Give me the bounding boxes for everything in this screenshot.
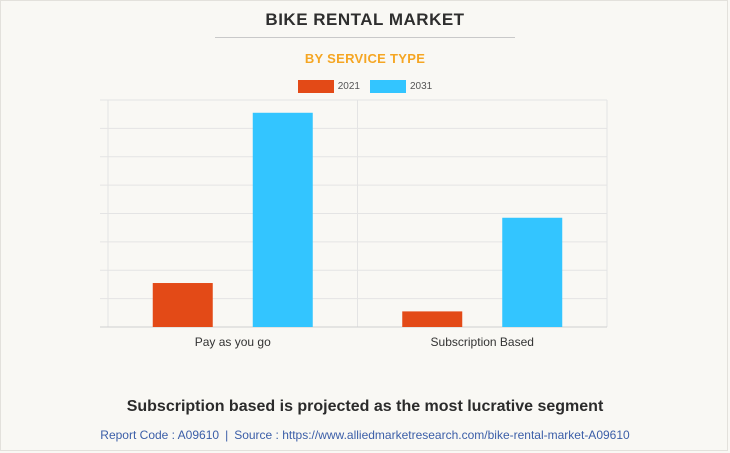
bar-2031 xyxy=(502,217,563,327)
legend-item-2021: 2021 xyxy=(297,80,360,93)
x-tick-label: Pay as you go xyxy=(195,335,271,349)
source-link[interactable]: Source : https://www.alliedmarketresearc… xyxy=(234,428,630,442)
legend-item-2031: 2031 xyxy=(370,80,432,93)
bar-2031 xyxy=(252,112,313,327)
x-tick-label: Subscription Based xyxy=(431,335,534,349)
footer-separator: | xyxy=(225,428,229,442)
chart-title: BIKE RENTAL MARKET xyxy=(265,10,465,29)
legend-swatch-2031 xyxy=(370,80,406,93)
bar-2021 xyxy=(152,283,213,327)
chart-legend: 2021 2031 xyxy=(0,80,730,93)
legend-label-2021: 2021 xyxy=(337,81,360,92)
footer: Report Code : A09610 | Source : https://ww… xyxy=(0,428,730,442)
legend-swatch-2021 xyxy=(297,80,334,93)
headline-text: Subscription based is projected as the m… xyxy=(126,398,604,415)
bar-2021 xyxy=(402,311,463,327)
title-divider xyxy=(215,37,515,38)
legend-label-2031: 2031 xyxy=(410,81,433,92)
report-code: Report Code : A09610 xyxy=(100,428,220,442)
chart-subtitle: BY SERVICE TYPE xyxy=(304,51,426,66)
